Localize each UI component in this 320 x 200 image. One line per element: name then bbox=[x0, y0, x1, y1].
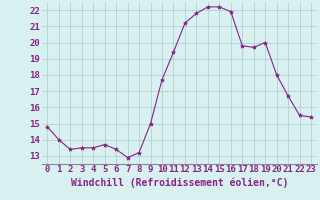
X-axis label: Windchill (Refroidissement éolien,°C): Windchill (Refroidissement éolien,°C) bbox=[70, 177, 288, 188]
